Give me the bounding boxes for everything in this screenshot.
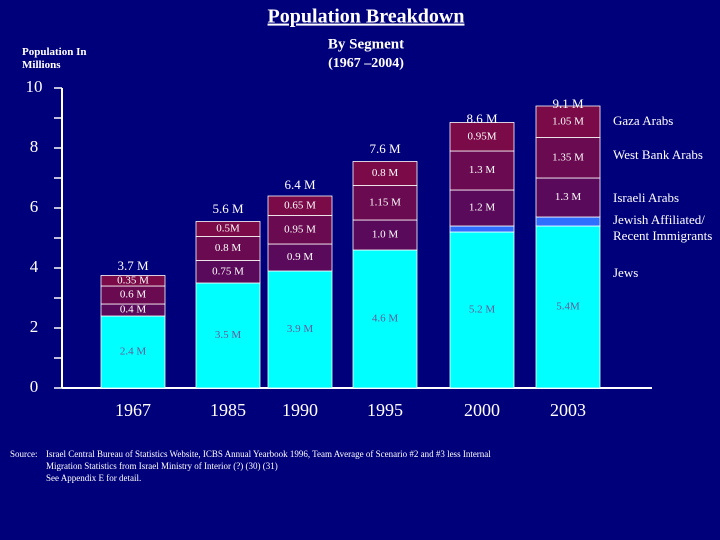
x-tick-label: 2000 [464,400,500,420]
legend-entry: Gaza Arabs [613,113,674,128]
source-line: See Appendix E for detail. [46,473,142,483]
bar-segment [267,195,333,216]
bar-segment [535,216,601,227]
data-label: 1.05 M [552,115,584,127]
y-tick-label: 0 [30,377,39,396]
bar-segment [535,137,601,179]
bar-segment [535,225,601,389]
source-lines: Israel Central Bureau of Statistics Webs… [46,448,610,484]
bar-segment [449,231,515,389]
x-tick-label: 2003 [550,400,586,420]
data-label: 1.35 M [552,151,584,163]
total-label: 5.6 M [212,201,244,216]
data-label: 0.6 M [120,289,147,301]
data-label: 1.3 M [469,164,496,176]
data-label: 1.2 M [469,202,496,214]
y-tick-label: 8 [30,137,39,156]
source-line: Israel Central Bureau of Statistics Webs… [46,449,491,459]
total-label: 9.1 M [552,96,584,111]
x-tick-label: 1995 [367,400,403,420]
data-label: 2.4 M [120,346,147,358]
data-label: 0.75 M [212,265,244,277]
data-label: 0.8 M [372,167,399,179]
data-label: 0.95 M [284,223,316,235]
bar-segment [352,185,418,221]
total-label: 7.6 M [369,141,401,156]
bar-segment [195,221,261,237]
data-label: 0.65 M [284,199,316,211]
x-tick-label: 1990 [282,400,318,420]
data-label: 0.35 M [117,274,149,286]
bar-segment [352,219,418,251]
bar-segment [100,275,166,287]
bar-segment [195,236,261,261]
data-label: 3.9 M [287,323,314,335]
data-label: 1.0 M [372,229,399,241]
source-label: Source: [10,449,38,459]
bar-segment [352,249,418,389]
total-label: 3.7 M [117,258,149,273]
data-label: 0.4 M [120,304,147,316]
bar-segment [195,282,261,389]
chart-subtitle: By Segment [328,36,404,52]
y-tick-label: 2 [30,317,39,336]
bar-segment [267,215,333,245]
chart-period: (1967 –2004) [328,56,404,71]
bar-segment [449,189,515,227]
y-axis-label: Population In Millions [22,46,87,71]
data-label: 4.6 M [372,313,399,325]
data-label: 5.4M [556,301,580,313]
total-label: 8.6 M [466,111,498,126]
bar-segment [535,177,601,218]
legend-entry: Jews [613,265,639,280]
legend-entry: Israeli Arabs [613,190,680,205]
data-label: 1.3 M [555,191,582,203]
chart-title: Population Breakdown [268,6,465,28]
legend-entry: Jewish Affiliated/ Recent Immigrants [613,212,713,243]
y-tick-label: 4 [30,257,39,276]
bar-segment [535,105,601,138]
legend-entry: West Bank Arabs [613,147,703,162]
bar-segment [267,243,333,272]
total-label: 6.4 M [284,177,316,192]
source-line: Migration Statistics from Israel Ministr… [46,461,278,471]
source-note: Source: Israel Central Bureau of Statist… [10,448,610,484]
data-label: 0.5M [216,223,240,235]
bar-segment [449,122,515,152]
y-tick-label: 6 [30,197,39,216]
data-label: 1.15 M [369,196,401,208]
data-label: 0.9 M [287,251,314,263]
data-label: 5.2 M [469,304,496,316]
bar-segment [449,225,515,233]
bar-segment [267,270,333,389]
x-tick-label: 1985 [210,400,246,420]
y-tick-label: 10 [26,77,43,96]
data-label: 3.5 M [215,329,242,341]
bar-segment [352,161,418,186]
x-tick-label: 1967 [115,400,151,420]
data-label: 0.95M [467,130,496,142]
bar-segment [100,315,166,389]
data-label: 0.8 M [215,242,242,254]
